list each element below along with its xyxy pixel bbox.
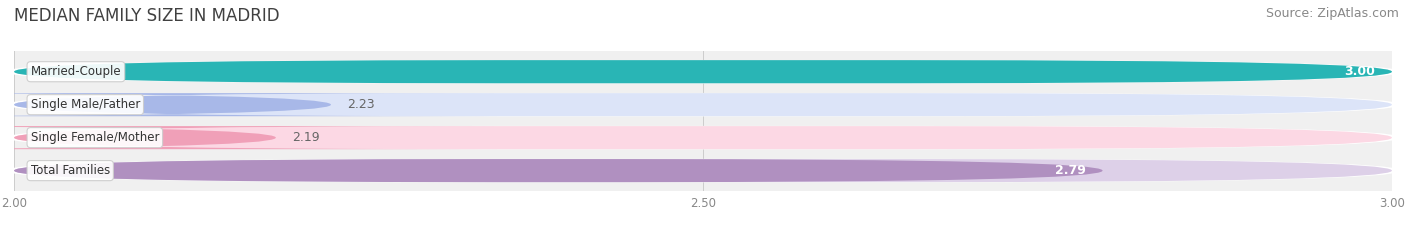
Text: Source: ZipAtlas.com: Source: ZipAtlas.com: [1265, 7, 1399, 20]
Text: 3.00: 3.00: [1344, 65, 1375, 78]
Text: 2.19: 2.19: [292, 131, 321, 144]
FancyBboxPatch shape: [14, 159, 1102, 182]
FancyBboxPatch shape: [14, 93, 1392, 116]
Text: MEDIAN FAMILY SIZE IN MADRID: MEDIAN FAMILY SIZE IN MADRID: [14, 7, 280, 25]
Text: Single Female/Mother: Single Female/Mother: [31, 131, 159, 144]
FancyBboxPatch shape: [6, 126, 1400, 149]
FancyBboxPatch shape: [14, 126, 1392, 149]
Text: 2.23: 2.23: [347, 98, 375, 111]
FancyBboxPatch shape: [6, 60, 1400, 83]
Text: Total Families: Total Families: [31, 164, 110, 177]
FancyBboxPatch shape: [0, 126, 496, 149]
Text: Single Male/Father: Single Male/Father: [31, 98, 141, 111]
FancyBboxPatch shape: [0, 93, 496, 116]
FancyBboxPatch shape: [14, 159, 1392, 182]
FancyBboxPatch shape: [6, 93, 1400, 116]
FancyBboxPatch shape: [6, 159, 1400, 182]
Text: Married-Couple: Married-Couple: [31, 65, 121, 78]
FancyBboxPatch shape: [14, 60, 1392, 83]
Text: 2.79: 2.79: [1054, 164, 1085, 177]
FancyBboxPatch shape: [14, 60, 1392, 83]
